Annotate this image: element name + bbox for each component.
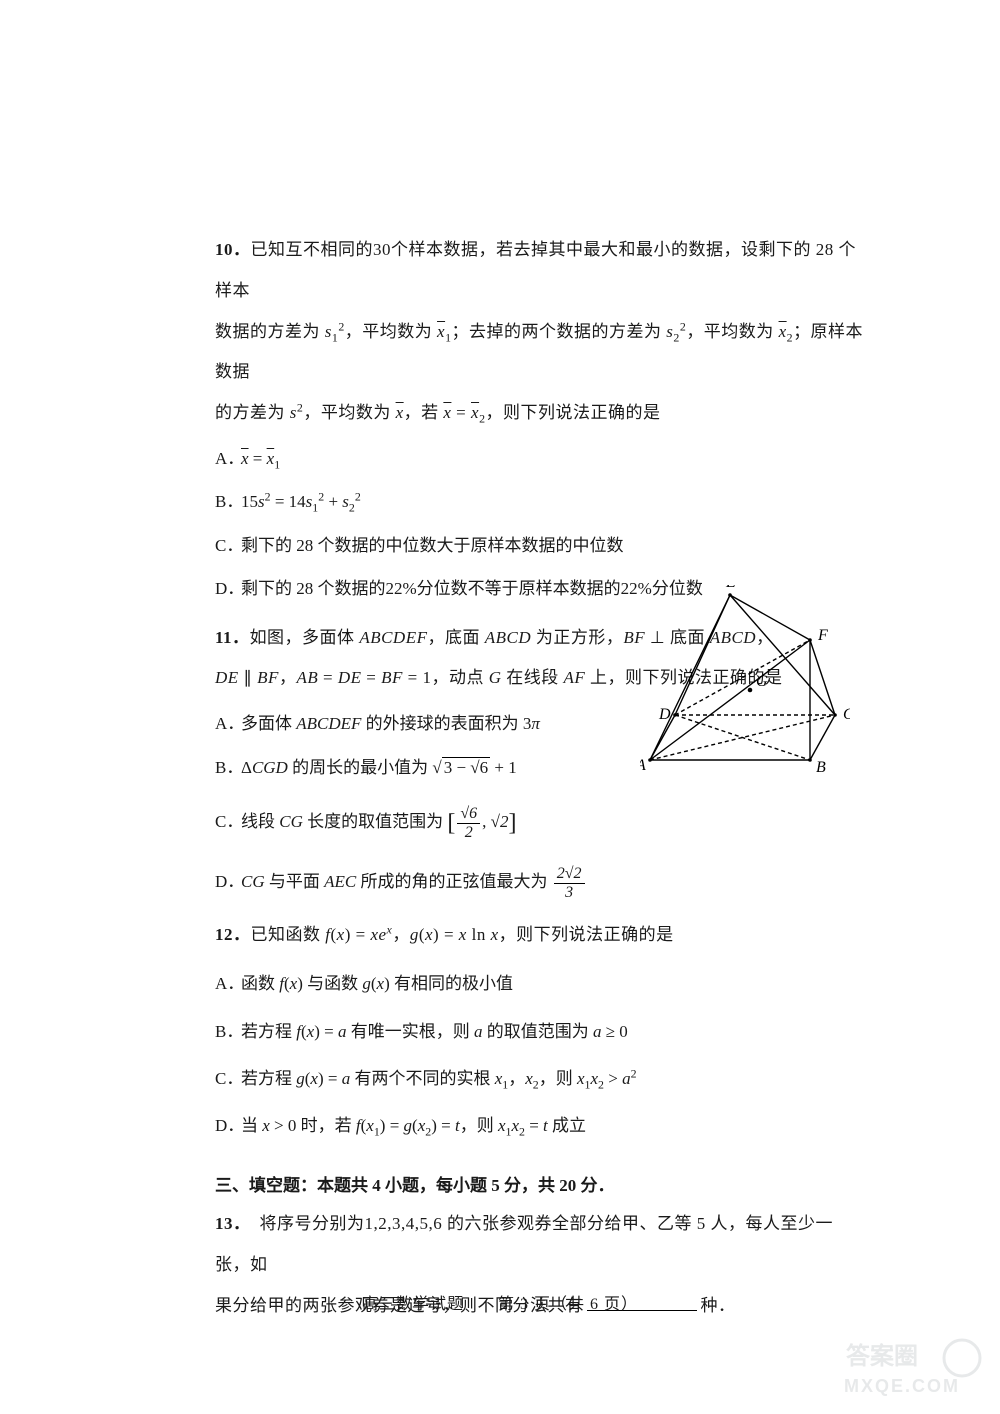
svg-text:G: G xyxy=(756,673,768,690)
svg-text:B: B xyxy=(816,759,826,776)
section-3-title: 三、填空题：本题共 4 小题，每小题 5 分，共 20 分． xyxy=(215,1167,865,1204)
q10-line3: 的方差为 s2，平均数为 x，若 x = x2，则下列说法正确的是 xyxy=(215,393,865,434)
q13-stem: 13． 将序号分别为1,2,3,4,5,6 的六张参观券全部分给甲、乙等 5 人… xyxy=(215,1204,865,1286)
svg-text:A: A xyxy=(640,757,646,774)
watermark: 答案圈 MXQE.COM xyxy=(822,1336,982,1400)
q11-opt-d: D．CG 与平面 AEC 所成的角的正弦值最大为 2√23 xyxy=(215,860,625,904)
svg-text:F: F xyxy=(817,627,828,644)
q10-stem: 10．已知互不相同的30个样本数据，若去掉其中最大和最小的数据，设剩下的 28 … xyxy=(215,230,865,312)
svg-text:E: E xyxy=(725,585,736,591)
q12-number: 12． xyxy=(215,925,251,944)
q13-line1: 将序号分别为1,2,3,4,5,6 的六张参观券全部分给甲、乙等 5 人，每人至… xyxy=(215,1214,833,1274)
q12-opt-c: C．若方程 g(x) = a 有两个不同的实根 x1，x2，则 x1x2 > a… xyxy=(215,1060,865,1097)
q10-opt-a: A．x = x1 xyxy=(215,440,865,477)
q12-opt-d: D．当 x > 0 时，若 f(x1) = g(x2) = t，则 x1x2 =… xyxy=(215,1107,865,1144)
q10-d-text: 剩下的 28 个数据的22%分位数不等于原样本数据的22%分位数 xyxy=(241,579,703,598)
q10-opt-b: B．15s2 = 14s12 + s22 xyxy=(215,483,865,520)
q11-diagram: A B C D E F G xyxy=(640,585,850,785)
q11-number: 11． xyxy=(215,628,250,647)
page-footer: 高三数学试题 第 3 页（共 6 页） xyxy=(0,1290,1000,1314)
q10-c-text: 剩下的 28 个数据的中位数大于原样本数据的中位数 xyxy=(241,536,624,555)
q10-line1: 已知互不相同的30个样本数据，若去掉其中最大和最小的数据，设剩下的 28 个样本 xyxy=(215,240,856,300)
q10-line2: 数据的方差为 s12，平均数为 x1；去掉的两个数据的方差为 s22，平均数为 … xyxy=(215,312,865,394)
q12-opt-a: A．函数 f(x) 与函数 g(x) 有相同的极小值 xyxy=(215,965,865,1002)
q12-stem: 12．已知函数 f(x) = xex，g(x) = x ln x，则下列说法正确… xyxy=(215,915,865,956)
q11-opt-c: C．线段 CG 长度的取值范围为 [√62, √2] xyxy=(215,792,625,854)
q10-number: 10． xyxy=(215,240,251,259)
svg-text:D: D xyxy=(658,706,671,723)
q10-opt-c: C．剩下的 28 个数据的中位数大于原样本数据的中位数 xyxy=(215,527,865,564)
q11-options: A．多面体 ABCDEF 的外接球的表面积为 3π B．ΔCGD 的周长的最小值… xyxy=(215,705,625,904)
svg-text:答案圈: 答案圈 xyxy=(846,1342,918,1370)
q13-number: 13． xyxy=(215,1214,242,1233)
q11-opt-a: A．多面体 ABCDEF 的外接球的表面积为 3π xyxy=(215,705,625,742)
svg-text:MXQE.COM: MXQE.COM xyxy=(844,1376,960,1396)
q12-opt-b: B．若方程 f(x) = a 有唯一实根，则 a 的取值范围为 a ≥ 0 xyxy=(215,1013,865,1050)
q11-opt-b: B．ΔCGD 的周长的最小值为 √3 − √6 + 1 xyxy=(215,749,625,786)
svg-text:C: C xyxy=(843,706,850,723)
